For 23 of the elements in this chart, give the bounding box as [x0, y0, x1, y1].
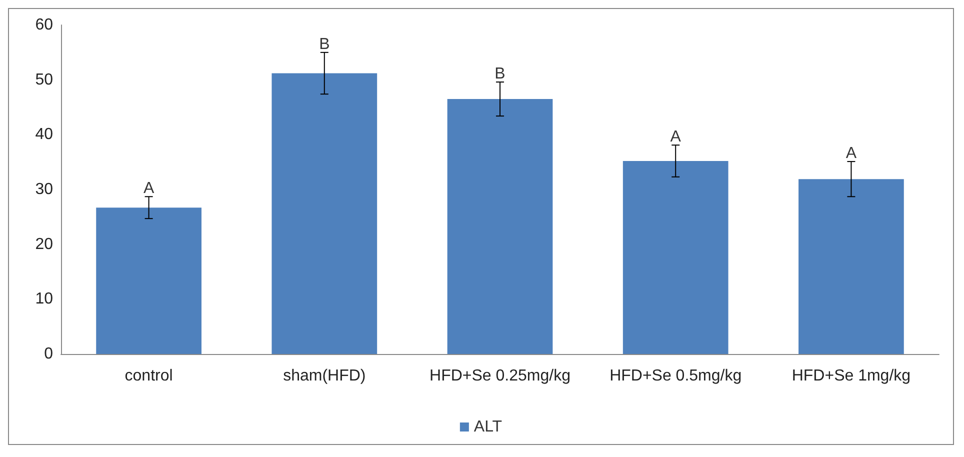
- y-tick-label: 10: [35, 290, 54, 308]
- bar: [447, 99, 553, 354]
- y-tick-label: 20: [35, 236, 54, 253]
- y-tick-label: 40: [35, 126, 54, 144]
- x-tick-label: HFD+Se 1mg/kg: [792, 368, 911, 384]
- y-tick-label: 30: [35, 181, 54, 198]
- bar: [272, 73, 378, 354]
- bar: [96, 208, 202, 354]
- x-tick-label: HFD+Se 0.5mg/kg: [610, 368, 742, 384]
- bar: [798, 179, 904, 354]
- annotation: A: [670, 128, 682, 146]
- annotation: B: [494, 66, 506, 83]
- y-tick-label: 60: [35, 16, 54, 34]
- legend-label: ALT: [474, 418, 502, 436]
- x-tick-label: sham(HFD): [283, 368, 366, 384]
- annotation: B: [319, 36, 330, 53]
- y-tick-label: 50: [35, 71, 54, 88]
- bar: [622, 160, 728, 354]
- x-tick-label: control: [124, 368, 173, 384]
- y-tick-label: 0: [44, 346, 54, 362]
- x-tick-label: HFD+Se 0.25mg/kg: [430, 368, 570, 384]
- annotation: A: [143, 180, 154, 198]
- annotation: A: [846, 145, 857, 162]
